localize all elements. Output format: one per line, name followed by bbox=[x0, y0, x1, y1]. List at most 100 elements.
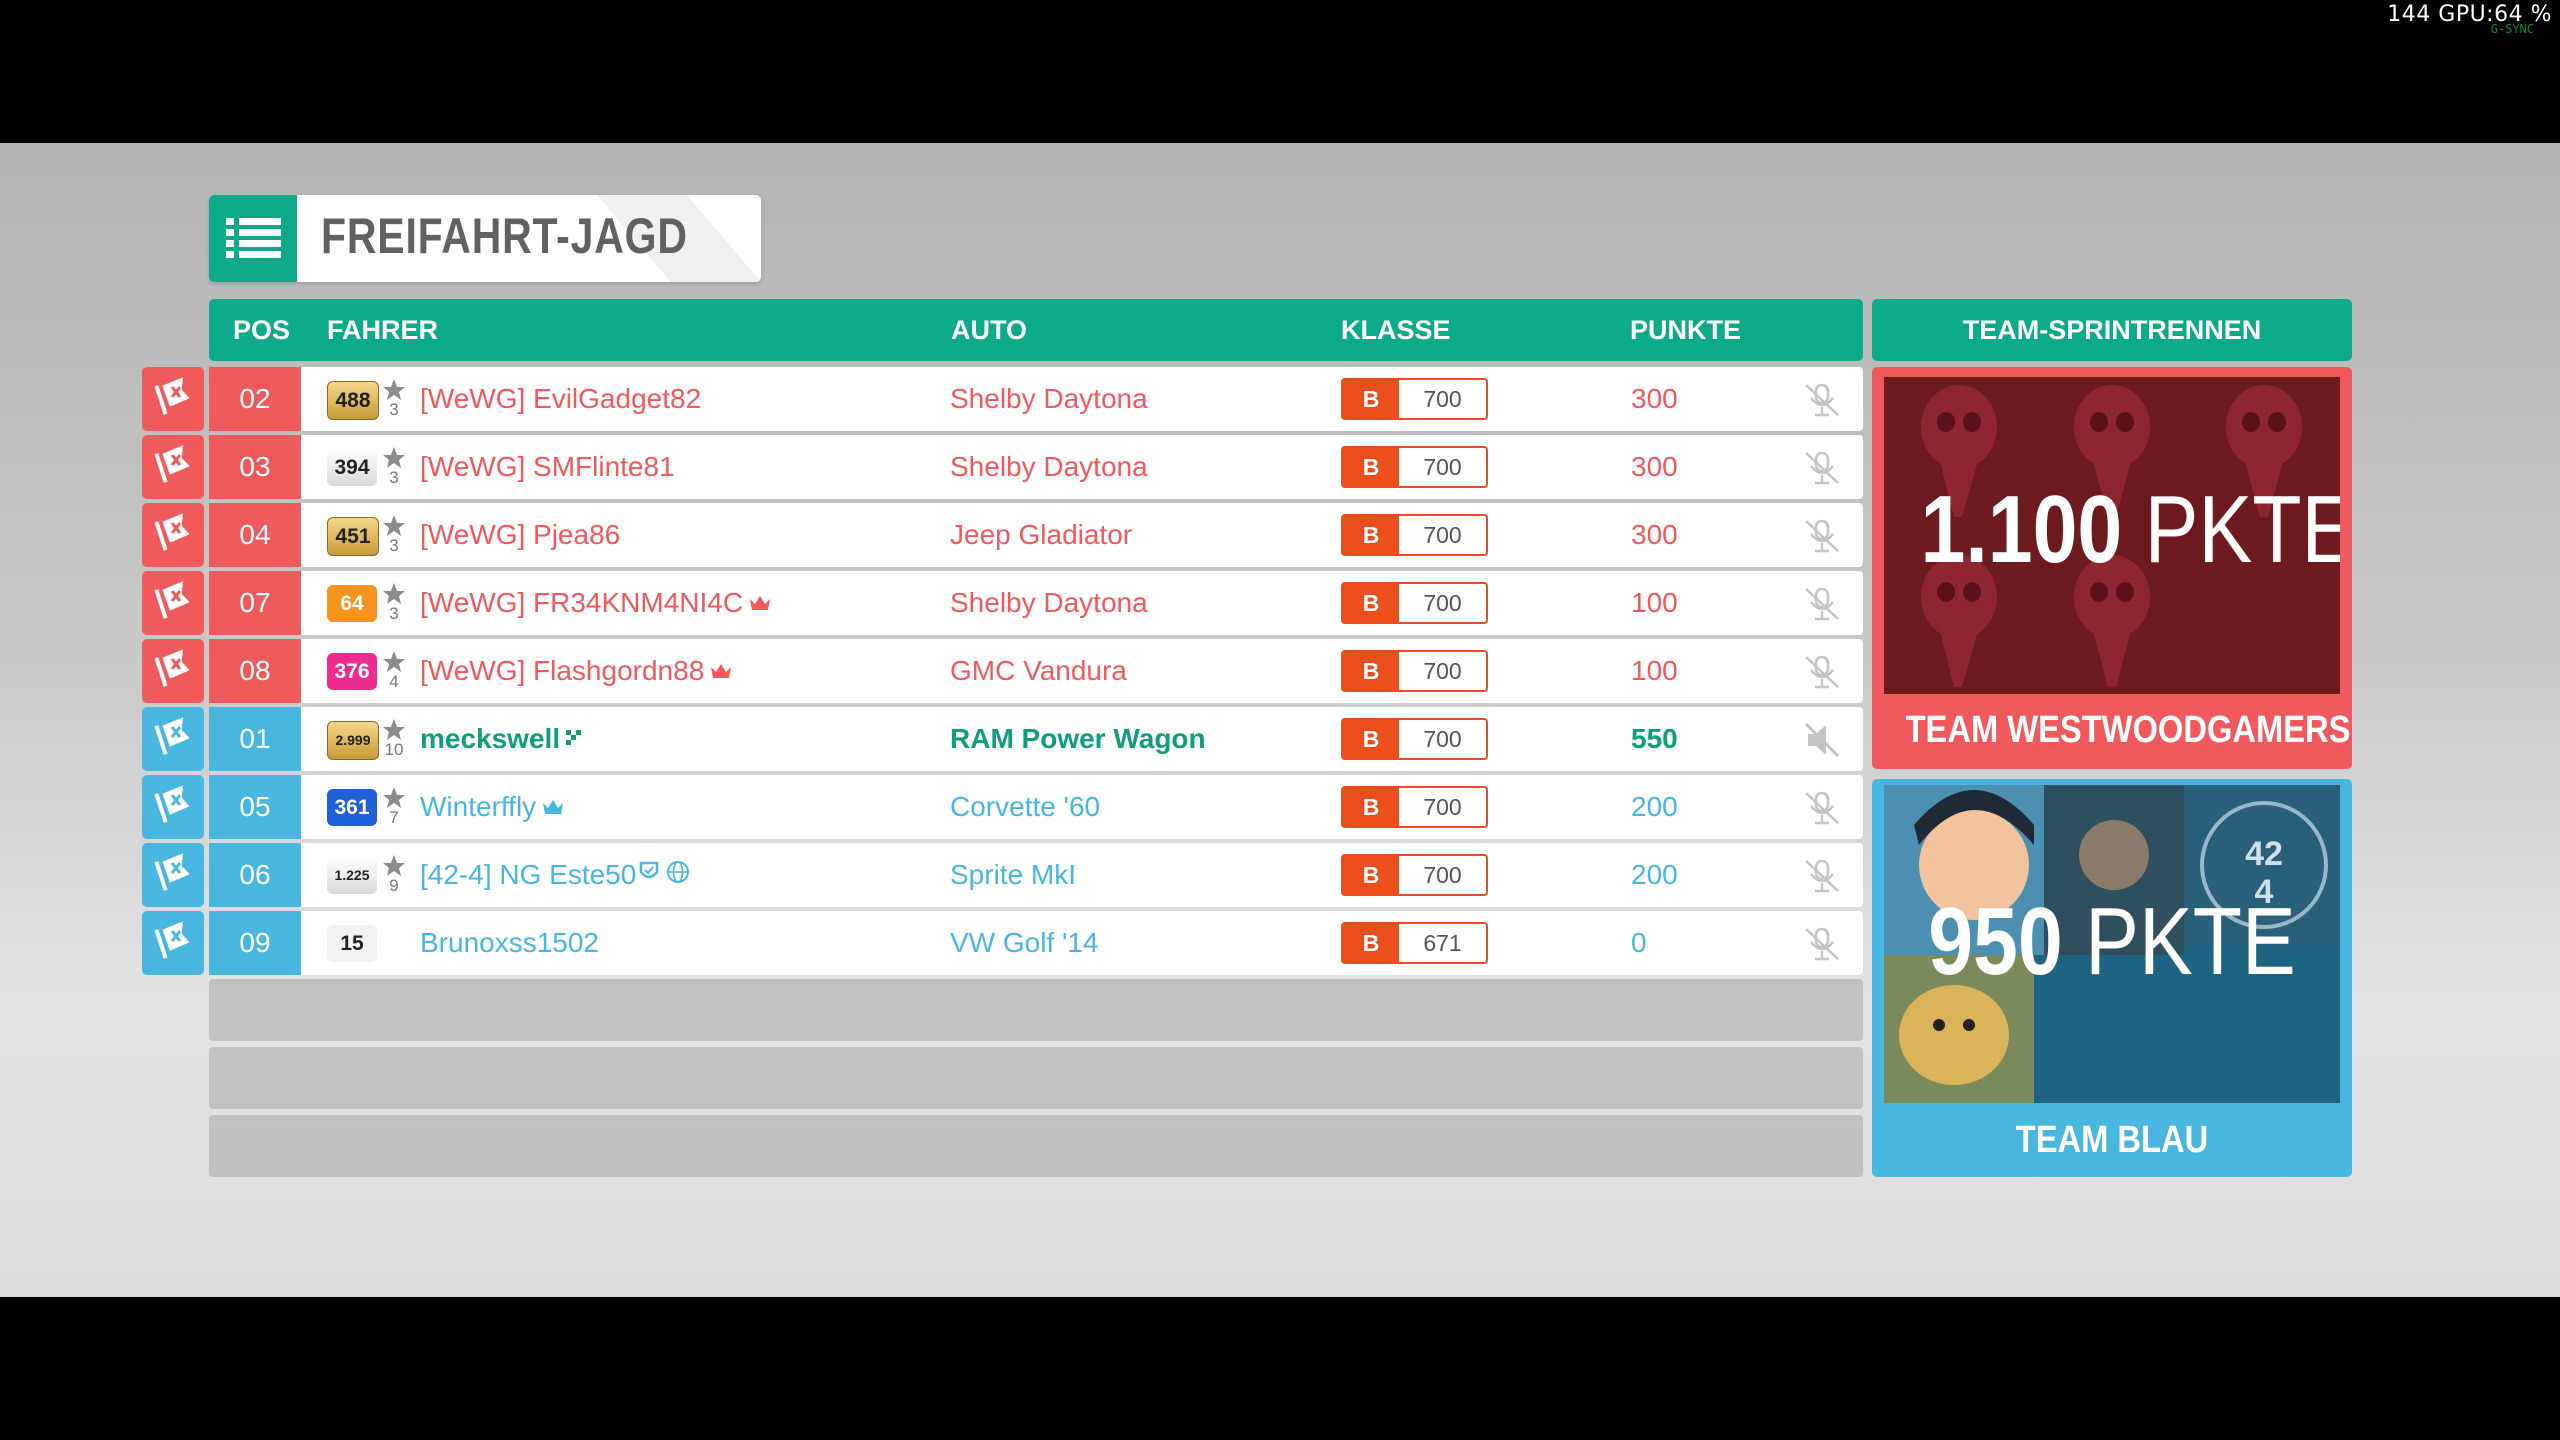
mute-player-icon[interactable] bbox=[1800, 654, 1844, 690]
star-icon bbox=[383, 787, 405, 808]
car-name: Shelby Daytona bbox=[950, 383, 1148, 414]
class-letter: B bbox=[1343, 856, 1399, 894]
driver-name-text: [WeWG] SMFlinte81 bbox=[420, 451, 675, 482]
driver-name[interactable]: Brunoxss1502 bbox=[420, 911, 599, 975]
mute-player-icon[interactable] bbox=[1800, 926, 1844, 962]
mute-player-icon[interactable] bbox=[1800, 518, 1844, 554]
driver-name-text: [WeWG] EvilGadget82 bbox=[420, 383, 702, 414]
column-pos: POS bbox=[233, 315, 291, 345]
team-panel-red: 1.100 PKTE TEAM WESTWOODGAMERS bbox=[1872, 367, 2352, 769]
mute-player-icon[interactable] bbox=[1800, 858, 1844, 894]
team-section-title: TEAM-SPRINTRENNEN bbox=[1962, 315, 2262, 345]
leaderboard-header: POS FAHRER AUTO KLASSE PUNKTE bbox=[209, 299, 1863, 361]
driver-name[interactable]: Winterffly bbox=[420, 775, 564, 839]
skull-pattern-icon bbox=[1921, 385, 2302, 687]
points-value: 0 bbox=[1631, 927, 1647, 958]
crown-icon bbox=[536, 791, 564, 822]
position-number: 08 bbox=[209, 639, 301, 703]
class-rating: B 700 bbox=[1341, 786, 1488, 828]
class-rating: B 700 bbox=[1341, 650, 1488, 692]
team-blue-collage: 42 4 bbox=[1884, 785, 2340, 1103]
position-number: 05 bbox=[209, 775, 301, 839]
team-flag-icon bbox=[142, 775, 204, 839]
driver-level-badge: 488 bbox=[327, 381, 379, 420]
leaderboard-row[interactable]: 09 15 Brunoxss1502 VW Golf '14 B 671 0 bbox=[0, 911, 2560, 975]
position-number: 07 bbox=[209, 571, 301, 635]
driver-level-badge: 361 bbox=[327, 789, 377, 826]
letterbox-bottom bbox=[0, 1297, 2560, 1440]
class-letter: B bbox=[1343, 516, 1399, 554]
position-number: 09 bbox=[209, 911, 301, 975]
driver-name-text: [42-4] NG Este50 bbox=[420, 859, 637, 890]
class-value: 700 bbox=[1423, 590, 1462, 616]
class-letter: B bbox=[1343, 448, 1399, 486]
column-car: AUTO bbox=[951, 315, 1028, 345]
team-blue-score: 950 PKTE bbox=[1920, 887, 2303, 997]
team-section-header: TEAM-SPRINTRENNEN bbox=[1872, 299, 2352, 361]
leaderboard-row[interactable]: 07 64 3 [WeWG] FR34KNM4NI4C Shelby Daytona B 7… bbox=[0, 571, 2560, 635]
driver-name-text: [WeWG] FR34KNM4NI4C bbox=[420, 587, 744, 618]
driver-name[interactable]: [WeWG] FR34KNM4NI4C bbox=[420, 571, 771, 635]
team-flag-icon bbox=[142, 707, 204, 771]
class-value: 700 bbox=[1423, 726, 1462, 752]
class-value: 700 bbox=[1423, 522, 1462, 548]
mute-player-icon[interactable] bbox=[1800, 382, 1844, 418]
leaderboard-row[interactable]: 05 361 7 Winterffly Corvette '60 B 700 200 bbox=[0, 775, 2560, 839]
position-number: 04 bbox=[209, 503, 301, 567]
star-count: 10 bbox=[384, 740, 404, 759]
position-number: 02 bbox=[209, 367, 301, 431]
row-body bbox=[301, 435, 1863, 499]
mute-player-icon[interactable] bbox=[1800, 790, 1844, 826]
class-letter: B bbox=[1343, 788, 1399, 826]
team-blue-emblem: 42 4 950 PKTE bbox=[1884, 785, 2340, 1103]
mute-player-icon[interactable] bbox=[1800, 450, 1844, 486]
car-name: RAM Power Wagon bbox=[950, 723, 1206, 754]
driver-level-badge: 15 bbox=[327, 925, 377, 962]
team-flag-icon bbox=[142, 639, 204, 703]
points-value: 300 bbox=[1631, 451, 1678, 482]
team-blue-name: TEAM BLAU bbox=[2015, 1119, 2209, 1161]
leaderboard-row[interactable]: 02 488 3 [WeWG] EvilGadget82 Shelby Daytona B… bbox=[0, 367, 2560, 431]
leaderboard-row[interactable]: 04 451 3 [WeWG] Pjea86 Jeep Gladiator B 700 300 bbox=[0, 503, 2560, 567]
team-red-name: TEAM WESTWOODGAMERS bbox=[1905, 709, 2351, 751]
team-flag-icon bbox=[142, 435, 204, 499]
empty-row bbox=[209, 1047, 1863, 1109]
star-icon bbox=[383, 447, 405, 468]
driver-name-text: [WeWG] Pjea86 bbox=[420, 519, 621, 550]
leaderboard-row[interactable]: 08 376 4 [WeWG] Flashgordn88 GMC Vandura B 700… bbox=[0, 639, 2560, 703]
star-count: 7 bbox=[389, 808, 399, 827]
row-body bbox=[301, 571, 1863, 635]
driver-name[interactable]: [WeWG] EvilGadget82 bbox=[420, 367, 701, 431]
row-body bbox=[301, 843, 1863, 907]
driver-name[interactable]: [WeWG] Pjea86 bbox=[420, 503, 620, 567]
car-name: Shelby Daytona bbox=[950, 451, 1148, 482]
car-name: Shelby Daytona bbox=[950, 587, 1148, 618]
leaderboard-row[interactable]: 03 394 3 [WeWG] SMFlinte81 Shelby Daytona B 70… bbox=[0, 435, 2560, 499]
points-value: 300 bbox=[1631, 519, 1678, 550]
leaderboard-row[interactable]: 06 1.225 9 [42-4] NG Este50 Sprite MkI B 700 20… bbox=[0, 843, 2560, 907]
driver-name[interactable]: meckswell bbox=[420, 707, 586, 771]
title-decoration bbox=[597, 195, 761, 282]
star-count: 9 bbox=[389, 876, 399, 895]
star-count: 3 bbox=[389, 604, 399, 623]
svg-text:4: 4 bbox=[2255, 873, 2274, 911]
column-driver: FAHRER bbox=[327, 315, 439, 345]
car-name: VW Golf '14 bbox=[950, 927, 1099, 958]
row-body bbox=[301, 911, 1863, 975]
driver-name[interactable]: [WeWG] Flashgordn88 bbox=[420, 639, 732, 703]
class-rating: B 700 bbox=[1341, 582, 1488, 624]
leaderboard-row[interactable]: 01 2.999 10 meckswell RAM Power Wagon B 700 550 bbox=[0, 707, 2560, 771]
star-count: 3 bbox=[389, 536, 399, 555]
driver-name[interactable]: [42-4] NG Este50 bbox=[420, 843, 690, 907]
car-name: Jeep Gladiator bbox=[950, 519, 1133, 550]
team-red-emblem: 1.100 PKTE bbox=[1884, 377, 2340, 694]
star-count: 3 bbox=[389, 468, 399, 487]
team-flag-icon bbox=[142, 367, 204, 431]
driver-name-text: [WeWG] Flashgordn88 bbox=[420, 655, 705, 686]
mute-player-icon[interactable] bbox=[1800, 586, 1844, 622]
class-letter: B bbox=[1343, 924, 1399, 962]
crown-icon bbox=[704, 655, 732, 686]
driver-name[interactable]: [WeWG] SMFlinte81 bbox=[420, 435, 675, 499]
driver-name-text: Winterffly bbox=[420, 791, 537, 822]
class-value: 671 bbox=[1423, 930, 1462, 956]
